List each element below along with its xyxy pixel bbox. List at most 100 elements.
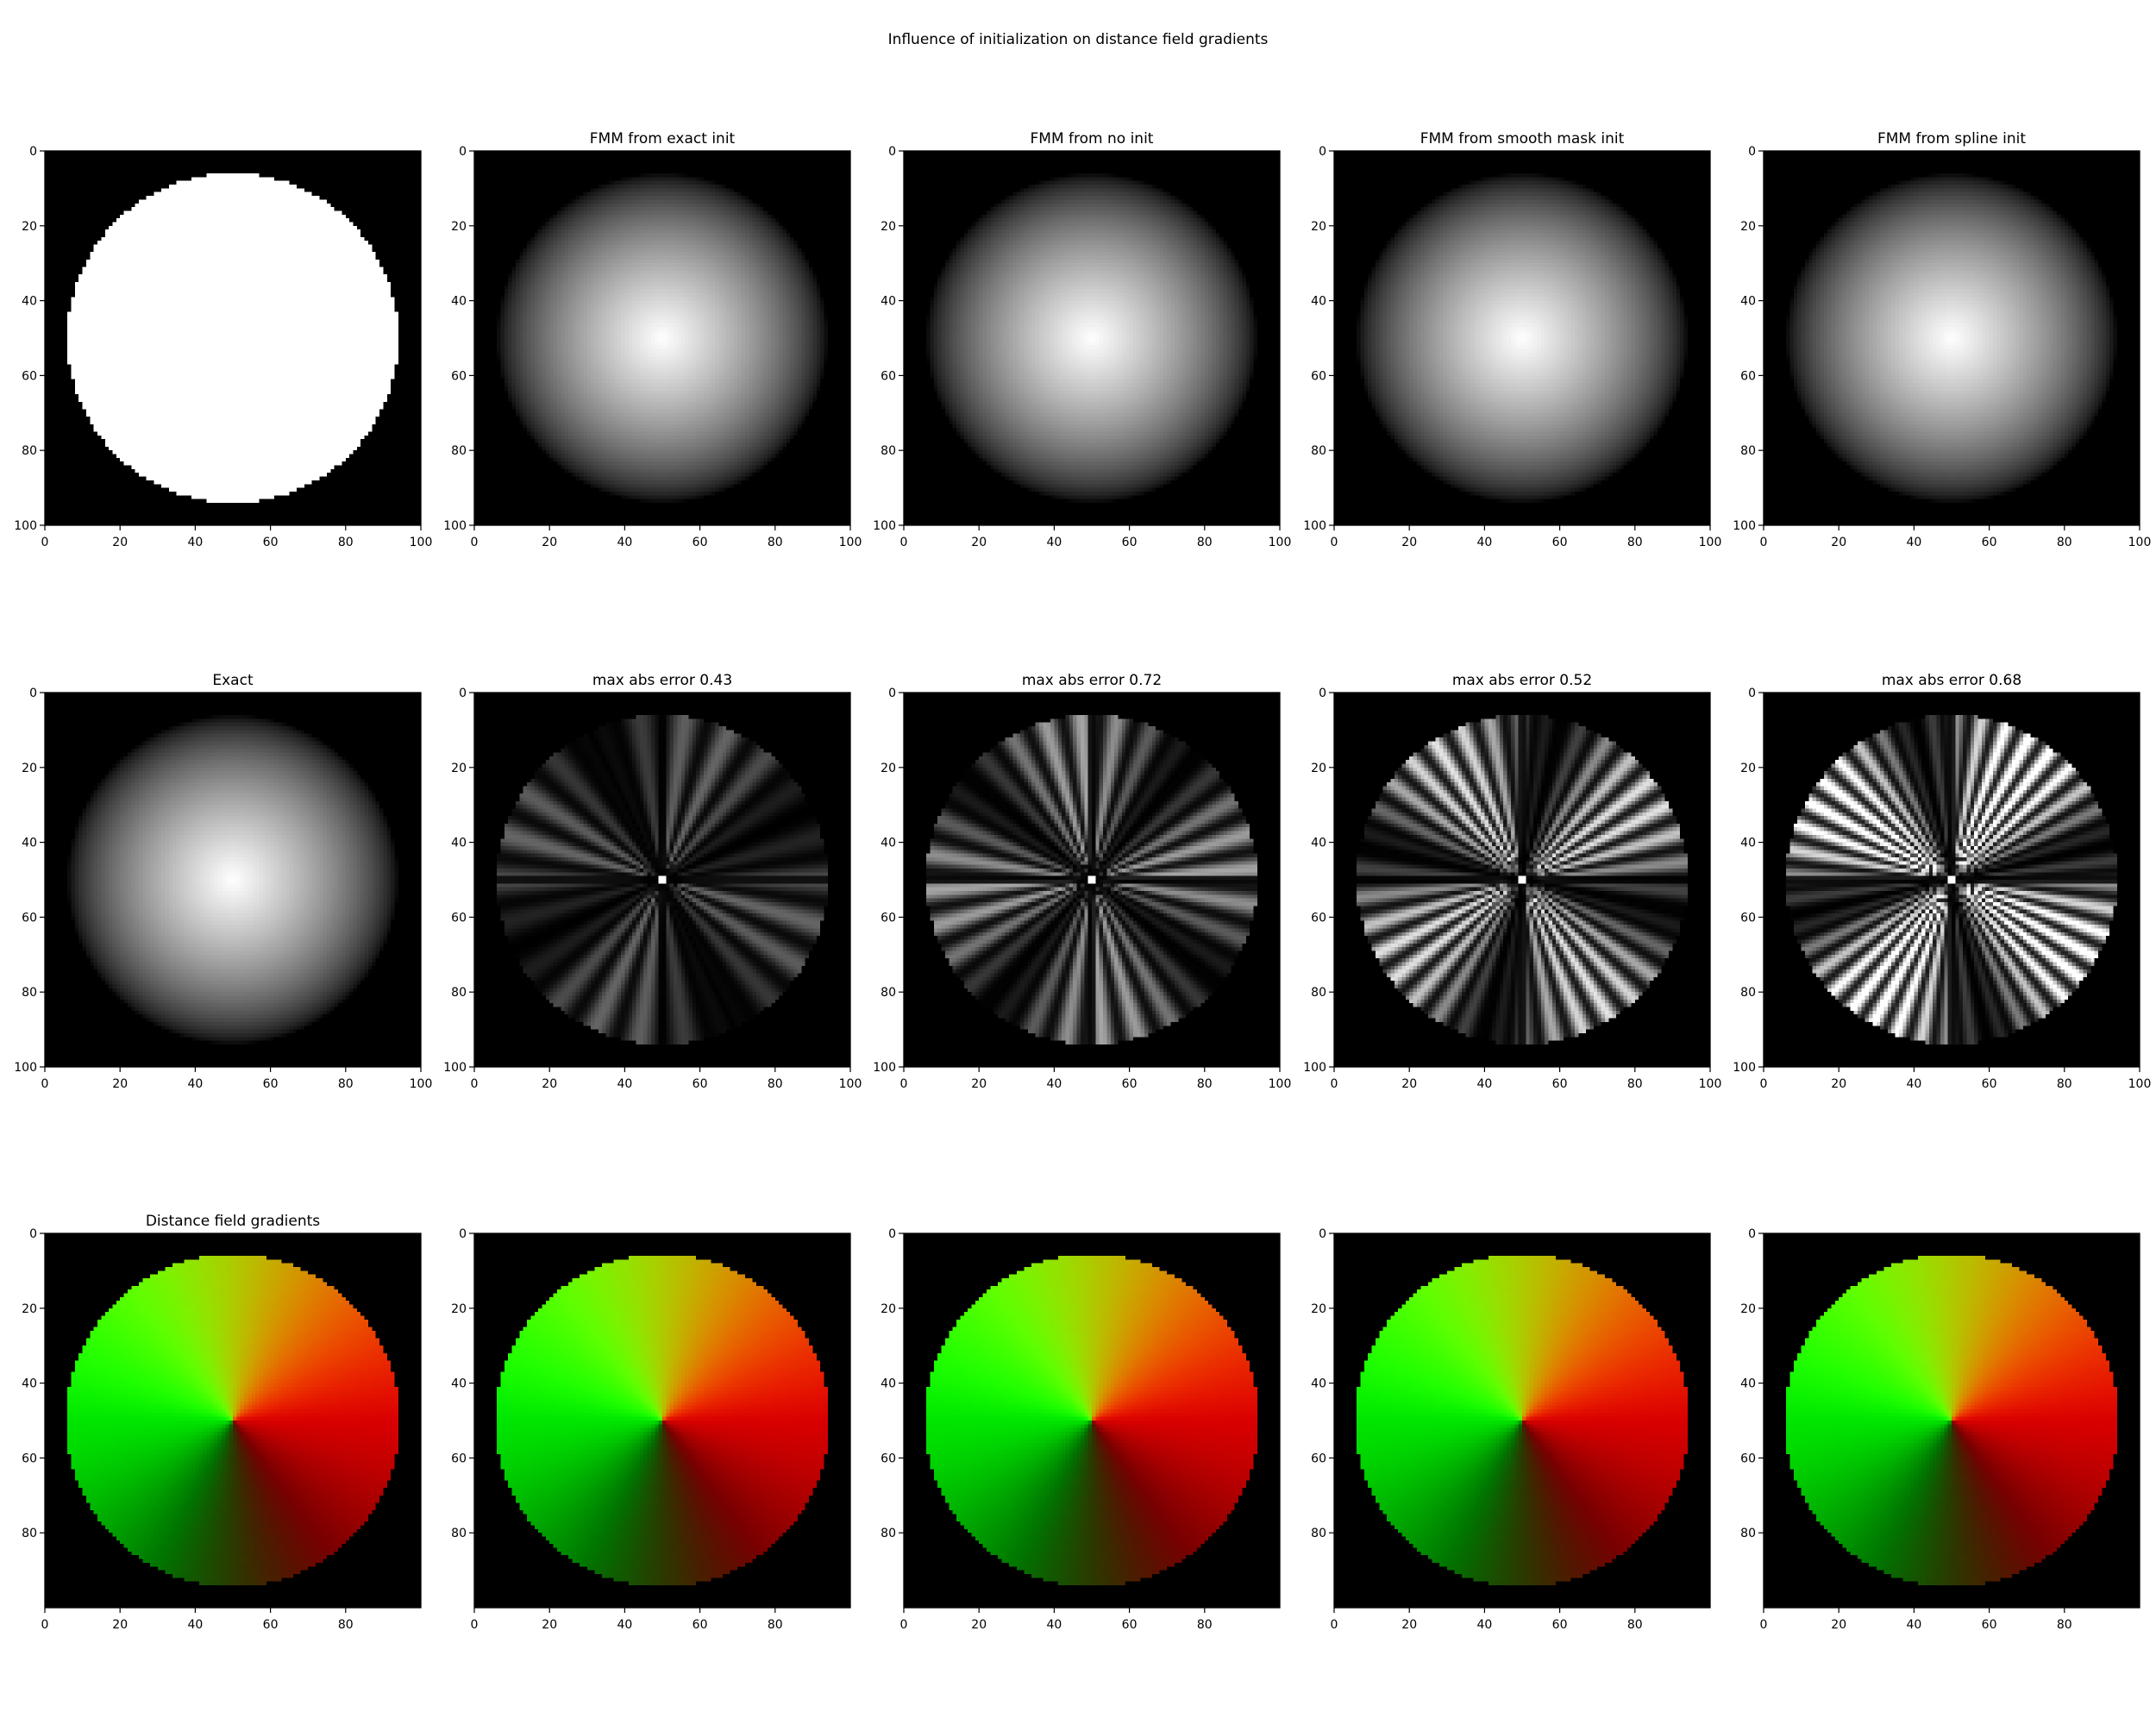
y-tick-label: 60 (451, 369, 467, 383)
y-tick-label: 100 (14, 1061, 37, 1075)
x-tick-label: 40 (187, 1077, 203, 1091)
y-tick-label: 40 (881, 1377, 896, 1391)
x-tick-label: 100 (839, 1077, 862, 1091)
x-tick-label: 40 (187, 536, 203, 549)
x-tick-label: 80 (338, 1618, 354, 1632)
y-tick-label: 0 (1748, 1227, 1756, 1241)
y-tick-label: 20 (1311, 762, 1326, 775)
y-tick-label: 20 (451, 220, 467, 234)
panel-image (1764, 151, 2140, 525)
y-tick-label: 60 (22, 911, 37, 925)
y-tick-label: 60 (1740, 1452, 1756, 1465)
panel-title: FMM from no init (1031, 130, 1154, 147)
x-tick-label: 0 (41, 1618, 49, 1632)
panel-title: Distance field gradients (146, 1213, 320, 1230)
panel-image (1334, 1233, 1710, 1608)
y-tick-label: 0 (888, 687, 896, 700)
y-tick-label: 0 (29, 1227, 37, 1241)
x-tick-label: 20 (1401, 536, 1417, 549)
x-tick-label: 20 (971, 1077, 987, 1091)
y-tick-label: 20 (1740, 1302, 1756, 1316)
x-tick-label: 60 (1122, 536, 1138, 549)
panel-title: Exact (212, 672, 254, 689)
axes-frame (1333, 1233, 1711, 1609)
axes-frame (473, 692, 851, 1068)
x-tick-label: 0 (41, 536, 49, 549)
x-tick-label: 40 (1906, 1618, 1921, 1632)
y-tick-label: 80 (451, 444, 467, 458)
panel-r1-c1: 0 20 40 60 80 100 0 20 40 60 80 100 max abs error 0.… (443, 672, 862, 1091)
y-tick-label: 40 (451, 1377, 467, 1391)
panel-image (1764, 693, 2140, 1067)
y-tick-label: 100 (1303, 1061, 1326, 1075)
y-tick-label: 40 (1740, 837, 1756, 850)
x-tick-label: 100 (839, 536, 862, 549)
y-tick-label: 100 (14, 519, 37, 533)
axes-frame (1763, 150, 2140, 526)
y-tick-label: 40 (1311, 837, 1326, 850)
x-tick-label: 80 (1197, 1618, 1213, 1632)
x-tick-label: 0 (1760, 1618, 1768, 1632)
panel-r0-c3: 0 20 40 60 80 100 0 20 40 60 80 100 FMM from smooth … (1303, 130, 1721, 549)
x-tick-label: 40 (617, 536, 632, 549)
y-tick-label: 0 (459, 1227, 467, 1241)
x-tick-label: 100 (410, 536, 433, 549)
y-tick-label: 80 (1740, 1527, 1756, 1540)
y-tick-label: 0 (29, 145, 37, 159)
axes-frame (1763, 692, 2140, 1068)
y-tick-label: 60 (451, 911, 467, 925)
x-tick-label: 40 (1906, 536, 1921, 549)
x-tick-label: 80 (768, 1077, 783, 1091)
panel-title: max abs error 0.72 (1022, 672, 1162, 689)
axes-frame (473, 1233, 851, 1609)
x-tick-label: 60 (693, 536, 708, 549)
y-tick-label: 20 (881, 762, 896, 775)
y-tick-label: 80 (1740, 986, 1756, 1000)
y-tick-label: 0 (459, 687, 467, 700)
y-tick-label: 100 (1303, 519, 1326, 533)
y-tick-label: 60 (881, 369, 896, 383)
panel-r0-c1: 0 20 40 60 80 100 0 20 40 60 80 100 FMM from exact i… (443, 130, 862, 549)
y-tick-label: 40 (1311, 1377, 1326, 1391)
y-tick-label: 0 (1319, 1227, 1326, 1241)
x-tick-label: 0 (900, 1077, 908, 1091)
panel-r2-c3: 0 20 40 60 80 0 20 40 60 80 (1311, 1227, 1711, 1632)
y-tick-label: 60 (1311, 1452, 1326, 1465)
axes-frame (44, 150, 422, 526)
panel-r2-c1: 0 20 40 60 80 0 20 40 60 80 (451, 1227, 851, 1632)
x-tick-label: 100 (1269, 536, 1292, 549)
y-tick-label: 80 (881, 986, 896, 1000)
y-tick-label: 0 (1319, 145, 1326, 159)
panel-r0-c4: 0 20 40 60 80 100 0 20 40 60 80 100 FMM from spline … (1733, 130, 2151, 549)
y-tick-label: 60 (1311, 911, 1326, 925)
x-tick-label: 40 (1476, 1618, 1492, 1632)
x-tick-label: 60 (693, 1618, 708, 1632)
x-tick-label: 0 (900, 536, 908, 549)
x-tick-label: 40 (187, 1618, 203, 1632)
x-tick-label: 80 (2057, 1077, 2072, 1091)
y-tick-label: 40 (881, 295, 896, 309)
x-tick-label: 40 (617, 1618, 632, 1632)
x-tick-label: 0 (1760, 1077, 1768, 1091)
panel-title: FMM from spline init (1877, 130, 2026, 147)
y-tick-label: 40 (1311, 295, 1326, 309)
panel-image (904, 1233, 1280, 1608)
x-tick-label: 60 (263, 1618, 279, 1632)
panel-r0-c0: 0 20 40 60 80 100 0 20 40 60 80 100 (14, 145, 433, 549)
axes-frame (1333, 150, 1711, 526)
y-tick-label: 80 (451, 1527, 467, 1540)
panel-image (474, 693, 850, 1067)
y-tick-label: 80 (451, 986, 467, 1000)
y-tick-label: 100 (443, 519, 467, 533)
x-tick-label: 60 (693, 1077, 708, 1091)
axes-frame (903, 1233, 1281, 1609)
y-tick-label: 0 (888, 1227, 896, 1241)
axes-frame (1763, 1233, 2140, 1609)
x-tick-label: 80 (1627, 536, 1643, 549)
y-tick-label: 20 (1740, 220, 1756, 234)
x-tick-label: 80 (1627, 1077, 1643, 1091)
panel-title: max abs error 0.52 (1452, 672, 1592, 689)
y-tick-label: 20 (1740, 762, 1756, 775)
y-tick-label: 0 (888, 145, 896, 159)
x-tick-label: 20 (1401, 1618, 1417, 1632)
